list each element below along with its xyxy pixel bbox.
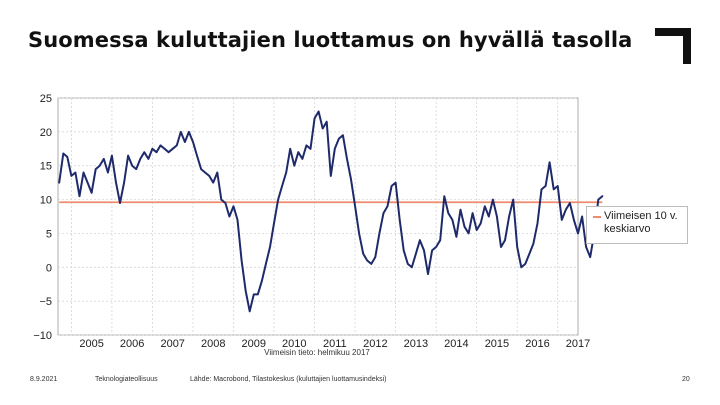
x-tick-label: 2013 [404, 338, 428, 350]
legend-average-label: Viimeisen 10 v. keskiarvo [604, 210, 678, 235]
x-tick-label: 2006 [120, 338, 144, 350]
x-tick-label: 2017 [566, 338, 590, 350]
footer-organization: Teknologiateollisuus [95, 376, 158, 383]
legend-average-swatch [593, 216, 601, 218]
slide-title: Suomessa kuluttajien luottamus on hyväll… [28, 28, 633, 52]
x-tick-label: 2012 [363, 338, 387, 350]
y-tick-label: 25 [40, 93, 52, 105]
y-axis-ticks: −10 −5 0 5 10 15 20 25 [33, 93, 52, 342]
x-axis-ticks: 2005 2006 2007 2008 2009 2010 2011 2012 2013 2014… [79, 338, 590, 350]
chart-grid [57, 97, 579, 336]
y-tick-label: 20 [40, 127, 52, 139]
brand-corner-logo [655, 28, 691, 64]
footer-date: 8.9.2021 [30, 376, 58, 383]
y-tick-label: −10 [33, 330, 52, 342]
plot-frame [57, 97, 579, 336]
y-tick-label: 10 [40, 195, 52, 207]
x-tick-label: 2010 [282, 338, 306, 350]
x-tick-label: 2008 [201, 338, 225, 350]
y-tick-label: 0 [46, 262, 52, 274]
x-tick-label: 2009 [242, 338, 266, 350]
x-tick-label: 2011 [323, 338, 347, 350]
y-tick-label: 5 [46, 228, 52, 240]
x-tick-label: 2005 [79, 338, 103, 350]
chart-legend: Viimeisen 10 v. keskiarvo [586, 206, 688, 244]
series-line-consumer-confidence [58, 110, 604, 313]
x-tick-label: 2016 [525, 338, 549, 350]
chart-note: Viimeisin tieto: helmikuu 2017 [264, 348, 370, 357]
chart-series [58, 110, 604, 313]
footer-page-number: 20 [682, 376, 690, 383]
x-tick-label: 2015 [485, 338, 509, 350]
x-tick-label: 2007 [160, 338, 184, 350]
y-tick-label: 15 [40, 161, 52, 173]
y-tick-label: −5 [39, 296, 52, 308]
footer-source: Lähde: Macrobond, Tilastokeskus (kulutta… [190, 376, 387, 383]
x-tick-label: 2014 [444, 338, 468, 350]
